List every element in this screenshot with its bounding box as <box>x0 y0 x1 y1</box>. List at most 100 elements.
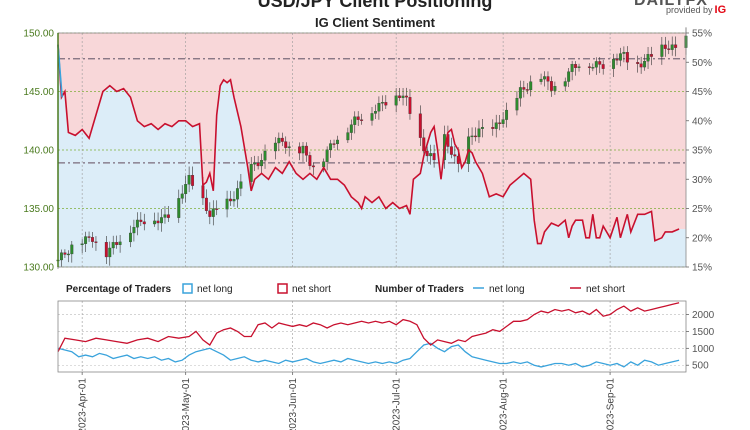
candle-body <box>135 219 139 228</box>
candle-body <box>480 127 484 129</box>
candle-body <box>87 236 91 238</box>
candle-body <box>260 160 264 167</box>
legend-num-long: net long <box>489 284 525 295</box>
candle-body <box>156 220 160 224</box>
date-tick-label: 2023-Jun-01 <box>288 378 299 430</box>
candle-body <box>570 64 574 72</box>
candle-body <box>66 253 70 256</box>
candle-body <box>601 64 605 69</box>
candle-body <box>425 150 429 157</box>
candle-body <box>301 145 305 154</box>
candle-body <box>84 236 88 244</box>
candle-body <box>518 87 522 99</box>
brand-text: provided by <box>666 5 713 15</box>
count-tick-label: 500 <box>692 361 709 372</box>
candle-body <box>94 241 98 243</box>
candle-body <box>239 181 243 189</box>
trader-count-axis: 2000 1500 1000 500 <box>686 310 715 372</box>
pct-tick-label: 35% <box>692 146 712 157</box>
candle-body <box>353 116 357 125</box>
candle-body <box>63 252 67 255</box>
candle-body <box>470 135 474 138</box>
date-tick-label: 2023-May-01 <box>181 378 192 430</box>
candle-body <box>370 113 374 121</box>
candle-body <box>329 143 333 151</box>
candle-body <box>477 128 481 138</box>
candle-body <box>422 137 426 152</box>
candle-body <box>408 97 412 114</box>
pct-tick-label: 25% <box>692 204 712 215</box>
pct-tick-label: 30% <box>692 175 712 186</box>
candle-body <box>180 193 184 199</box>
candle-body <box>332 143 336 145</box>
net-long-area <box>58 44 686 268</box>
pct-tick-label: 40% <box>692 116 712 127</box>
candle-body <box>394 95 398 106</box>
candle-body <box>384 102 388 106</box>
candle-body <box>208 210 212 217</box>
pct-tick-label: 15% <box>692 263 712 274</box>
candle-body <box>80 243 84 246</box>
candle-body <box>401 95 405 98</box>
net-short-count-path <box>57 302 680 352</box>
chart-title: USD/JPY Client Positioning <box>257 0 493 11</box>
candle-body <box>225 198 229 210</box>
candle-body <box>273 142 277 152</box>
pct-tick-label: 20% <box>692 233 712 244</box>
date-tick-label: 2023-Aug-01 <box>499 378 510 430</box>
candle-body <box>280 137 284 142</box>
candle-body <box>70 244 74 255</box>
brand-credit: provided by IG <box>666 4 726 16</box>
candle-body <box>346 132 350 141</box>
candle-body <box>118 241 122 245</box>
candle-body <box>191 175 195 186</box>
candle-body <box>184 184 188 195</box>
price-tick-label: 150.00 <box>23 29 54 40</box>
candle-body <box>108 247 112 258</box>
candle-body <box>498 122 502 124</box>
pct-tick-label: 55% <box>692 29 712 40</box>
candle-body <box>660 44 664 57</box>
candle-body <box>598 61 602 65</box>
candle-body <box>139 219 143 222</box>
ig-logo: IG <box>714 4 727 16</box>
legend-pct-heading: Percentage of Traders <box>66 284 171 295</box>
legend-num-heading: Number of Traders <box>375 284 464 295</box>
candle-body <box>253 162 257 165</box>
candle-body <box>529 81 533 91</box>
candle-body <box>287 146 291 148</box>
legend-pct-long-swatch <box>182 283 193 294</box>
candle-body <box>235 188 239 200</box>
candle-body <box>104 242 108 258</box>
dailyfx-logo: DAILYFX <box>634 0 708 9</box>
candle-body <box>522 87 526 90</box>
candle-body <box>539 78 543 82</box>
candle-body <box>574 64 578 68</box>
candle-body <box>277 137 281 144</box>
candle-body <box>494 122 498 129</box>
candle-body <box>142 221 146 225</box>
candle-body <box>115 242 119 245</box>
legend-pct-short: net short <box>292 284 331 295</box>
count-tick-label: 1000 <box>692 344 715 355</box>
candle-body <box>374 111 377 114</box>
candle-body <box>177 198 181 218</box>
candle-body <box>360 119 364 121</box>
candle-body <box>618 53 622 61</box>
candle-body <box>643 61 647 68</box>
candle-body <box>663 44 667 49</box>
candle-body <box>405 95 408 98</box>
candle-body <box>543 76 546 80</box>
candle-body <box>166 214 170 218</box>
candle-body <box>232 198 236 202</box>
candle-body <box>349 124 353 133</box>
candle-body <box>304 145 308 156</box>
percentage-axis: 55% 50% 45% 40% 35% 30% 25% 20% 15% <box>686 29 712 274</box>
price-tick-label: 145.00 <box>23 87 54 98</box>
price-tick-label: 130.00 <box>23 263 54 274</box>
candle-body <box>432 153 436 161</box>
candle-body <box>625 52 629 63</box>
candle-body <box>667 48 671 50</box>
date-tick-label: 2023-Jul-01 <box>392 378 403 430</box>
